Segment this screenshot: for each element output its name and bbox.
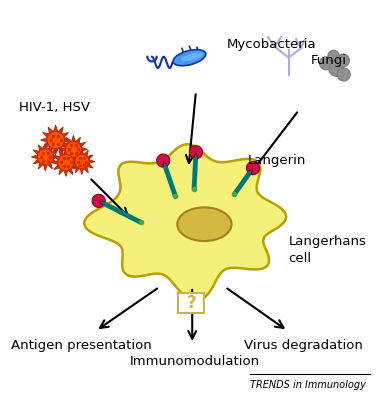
Wedge shape <box>92 194 105 207</box>
Text: Langerhans
cell: Langerhans cell <box>289 236 366 266</box>
Text: Virus degradation: Virus degradation <box>244 339 363 352</box>
Circle shape <box>47 131 64 149</box>
Ellipse shape <box>173 50 206 66</box>
Circle shape <box>37 149 53 165</box>
Wedge shape <box>157 154 170 167</box>
Wedge shape <box>189 146 202 158</box>
Circle shape <box>329 62 344 76</box>
Wedge shape <box>247 162 260 175</box>
FancyBboxPatch shape <box>178 292 204 313</box>
Circle shape <box>337 68 350 81</box>
Polygon shape <box>52 148 80 176</box>
Text: TRENDS in Immunology: TRENDS in Immunology <box>250 380 366 390</box>
Polygon shape <box>41 125 70 155</box>
Ellipse shape <box>182 52 203 61</box>
Text: ?: ? <box>187 294 196 312</box>
Text: Immunomodulation: Immunomodulation <box>130 355 260 368</box>
Circle shape <box>336 54 349 67</box>
Text: Fungi: Fungi <box>311 54 347 67</box>
Polygon shape <box>84 144 286 300</box>
Text: Antigen presentation: Antigen presentation <box>12 339 152 352</box>
Circle shape <box>58 154 74 170</box>
Polygon shape <box>69 148 95 175</box>
Polygon shape <box>59 135 87 164</box>
Circle shape <box>65 141 81 158</box>
Polygon shape <box>31 143 59 171</box>
Circle shape <box>328 50 339 62</box>
Ellipse shape <box>177 207 231 241</box>
Circle shape <box>75 154 89 169</box>
Text: Mycobacteria: Mycobacteria <box>227 38 317 51</box>
Circle shape <box>319 57 332 70</box>
Text: Langerin: Langerin <box>247 154 306 167</box>
Text: HIV-1, HSV: HIV-1, HSV <box>19 101 90 114</box>
